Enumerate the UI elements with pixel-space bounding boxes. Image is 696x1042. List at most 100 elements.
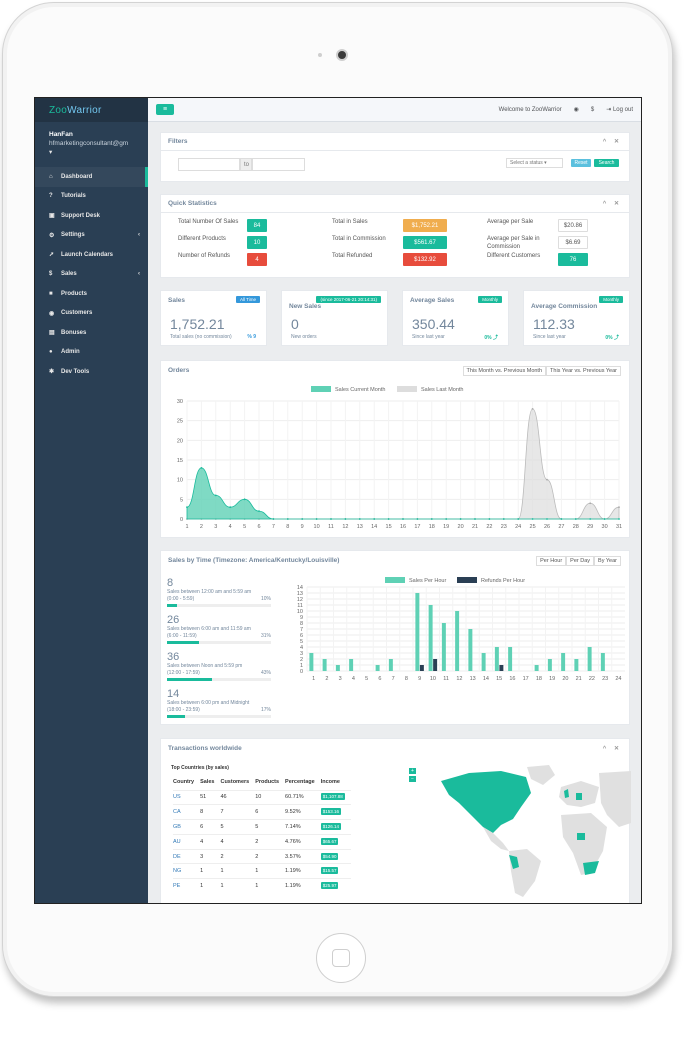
dollar-icon[interactable]: $ <box>590 106 595 113</box>
progress-fill <box>167 678 212 681</box>
time-range-progress <box>167 641 271 644</box>
table-cell[interactable]: CA <box>173 804 201 820</box>
sales-bar <box>468 629 473 671</box>
sidebar-item-settings[interactable]: ⚙ Settings ‹ <box>35 226 148 246</box>
time-range-percent: 43% <box>260 670 271 676</box>
time-range-progress <box>167 715 271 718</box>
data-point <box>546 518 548 520</box>
table-cell: 2 <box>255 833 286 850</box>
table-row: GB 6 5 5 7.14% $126.14 <box>173 819 351 835</box>
sidebar-item-label: Dev Tools <box>61 368 90 375</box>
screen: Zoo Warrior HanFan hfmarketingconsultant@… <box>34 97 642 904</box>
logout-link[interactable]: ⇥ Log out <box>606 106 633 113</box>
column-header[interactable]: Sales <box>200 779 215 786</box>
orders-panel: Orders This Month vs. Previous Month This… <box>160 360 630 538</box>
table-row: CA 8 7 6 9.52% $153.16 <box>173 804 351 820</box>
tab-by-year[interactable]: By Year <box>594 556 621 566</box>
date-from-input[interactable] <box>178 158 240 171</box>
sidebar-item-label: Support Desk <box>61 212 101 219</box>
eye-icon[interactable]: ◉ <box>573 107 579 113</box>
time-range-hours: (6:00 - 11:59) <box>167 633 197 639</box>
data-point <box>502 518 505 520</box>
refund-bar <box>499 665 504 671</box>
tab-per-day[interactable]: Per Day <box>566 556 595 566</box>
table-cell: 8 <box>200 804 221 820</box>
sidebar-item-sales[interactable]: $ Sales ‹ <box>35 265 148 285</box>
sales-bar <box>547 659 552 671</box>
table-row: US 51 46 10 60.71% $1,107.88 <box>173 789 351 805</box>
user-profile[interactable]: HanFan hfmarketingconsultant@gm ▾ <box>35 122 148 161</box>
table-cell[interactable]: AU <box>173 833 201 850</box>
map-zoom-in-button[interactable]: + <box>409 768 416 774</box>
top-bar: ≡ Welcome to ZooWarrior ◉ $ ⇥ Log out <box>148 98 641 122</box>
panel-tools-icon[interactable]: ^ ✕ <box>602 745 622 752</box>
table-cell: 1 <box>220 878 256 894</box>
quick-stat-label: Total Refunded <box>332 253 373 259</box>
y-tick-label: 0 <box>300 669 303 675</box>
x-tick-label: 10 <box>314 524 320 530</box>
sidebar-item-label: Tutorials <box>61 193 86 200</box>
x-tick-label: 24 <box>615 676 621 682</box>
table-cell[interactable]: DE <box>173 848 201 864</box>
x-tick-label: 14 <box>483 676 489 682</box>
time-range-row: (18:00 - 23:59) 17% <box>167 707 271 714</box>
sidebar-item-launch-calendars[interactable]: ➚ Launch Calendars <box>35 245 148 265</box>
column-header[interactable]: Customers <box>220 779 250 786</box>
map-uk <box>564 789 569 798</box>
tab-per-hour[interactable]: Per Hour <box>536 556 567 566</box>
time-range-row: (6:00 - 11:59) 31% <box>167 633 271 640</box>
sidebar-item-bonuses[interactable]: ▤ Bonuses <box>35 323 148 343</box>
x-tick-label: 27 <box>558 524 564 530</box>
sales-bar <box>455 611 460 671</box>
search-button[interactable]: Search <box>594 159 619 167</box>
stat-card: New Sales (since 2017-06-21 20:14:31) 0 New… <box>281 290 388 346</box>
sidebar-item-label: Sales <box>61 271 77 278</box>
quick-stat-value: $1,752.21 <box>403 219 447 232</box>
cube-icon: ■ <box>49 290 53 297</box>
sidebar-item-admin[interactable]: ● Admin <box>35 343 148 363</box>
data-point <box>531 407 534 410</box>
sales-by-time-panel: Sales by Time (Timezone: America/Kentuck… <box>160 550 630 725</box>
sidebar-item-tutorials[interactable]: ? Tutorials <box>35 187 148 207</box>
tab-this-year[interactable]: This Year vs. Previous Year <box>546 366 621 376</box>
x-tick-label: 17 <box>523 676 529 682</box>
camera <box>336 49 348 61</box>
x-tick-label: 14 <box>371 524 377 530</box>
table-cell: 5 <box>255 819 286 835</box>
reset-button[interactable]: Reset <box>571 159 591 167</box>
y-tick-label: 2 <box>300 657 303 663</box>
rocket-icon: ➚ <box>49 252 55 259</box>
data-point <box>531 518 534 520</box>
column-header[interactable]: Income <box>320 779 340 786</box>
user-email: hfmarketingconsultant@gm <box>49 140 129 147</box>
sidebar-item-support-desk[interactable]: ▣ Support Desk <box>35 206 148 226</box>
column-header[interactable]: Products <box>255 779 280 786</box>
sidebar-item-products[interactable]: ■ Products <box>35 284 148 304</box>
y-tick-label: 14 <box>297 585 303 591</box>
home-button[interactable] <box>316 933 366 983</box>
world-map[interactable] <box>431 763 631 903</box>
column-header[interactable]: Percentage <box>285 779 315 786</box>
date-to-input[interactable] <box>252 158 305 171</box>
y-tick-label: 3 <box>300 651 303 657</box>
sidebar-item-dashboard[interactable]: ⌂ Dashboard <box>35 167 148 187</box>
sidebar-item-dev-tools[interactable]: ✱ Dev Tools <box>35 362 148 382</box>
table-cell[interactable]: US <box>173 789 201 805</box>
column-header[interactable]: Country <box>173 779 195 786</box>
map-zoom-out-button[interactable]: − <box>409 776 416 782</box>
sales-bar <box>428 605 433 671</box>
table-cell[interactable]: NG <box>173 863 201 879</box>
status-select[interactable]: Select a status ▾ <box>506 158 563 168</box>
home-icon: ⌂ <box>49 173 53 180</box>
sidebar-item-customers[interactable]: ◉ Customers <box>35 304 148 324</box>
table-row: AU 4 4 2 4.76% $65.67 <box>173 833 351 850</box>
legend-swatch <box>385 577 405 583</box>
panel-tools-icon[interactable]: ^ ✕ <box>602 201 622 207</box>
panel-tools-icon[interactable]: ^ ✕ <box>602 139 622 145</box>
app-logo[interactable]: Zoo Warrior <box>35 98 148 122</box>
table-cell[interactable]: GB <box>173 819 201 835</box>
tab-this-month[interactable]: This Month vs. Previous Month <box>462 366 547 376</box>
refund-bar <box>433 659 438 671</box>
table-cell[interactable]: PE <box>173 878 201 894</box>
menu-toggle-button[interactable]: ≡ <box>156 104 174 115</box>
